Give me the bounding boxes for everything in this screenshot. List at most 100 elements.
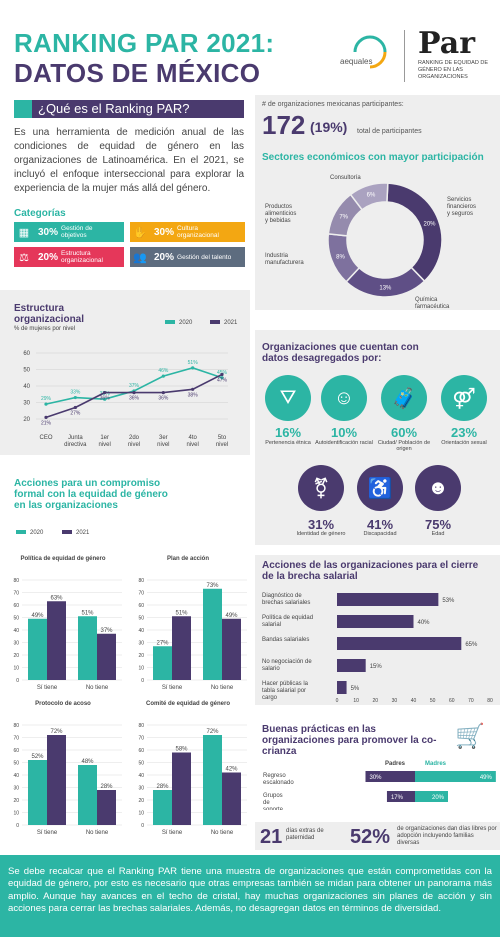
y-tick-label: 40 — [13, 773, 19, 779]
bar-value-label: 72% — [50, 729, 63, 735]
data-point — [161, 391, 165, 395]
category-label: brechas salariales — [262, 600, 310, 606]
category-label: Diagnóstico de — [262, 593, 302, 599]
bar-value-label: 15% — [370, 664, 383, 670]
y-tick-label: 60 — [13, 603, 19, 609]
intro-paragraph: Es una herramienta de medición anual de … — [14, 127, 244, 194]
y-tick-label: 60 — [13, 748, 19, 754]
legend-label: 2021 — [76, 530, 90, 536]
y-tick-label: 80 — [138, 723, 144, 729]
disaggregated-label: Discapacidad — [363, 531, 397, 537]
bar — [337, 637, 462, 650]
disaggregated-pct: 41% — [366, 517, 394, 532]
donut-value-label: 13% — [379, 285, 392, 291]
footer-text: Se debe recalcar que el Ranking PAR tien… — [8, 866, 492, 915]
y-tick-label: 20 — [138, 653, 144, 659]
bar-value-label: 49% — [225, 613, 238, 619]
y-tick-label: 40 — [13, 628, 19, 634]
x-tick-label: nivel — [128, 442, 140, 448]
x-tick-label: No tiene — [86, 685, 109, 691]
data-label: 21% — [41, 420, 52, 426]
structure-subtitle: % de mujeres por nivel — [14, 326, 76, 332]
elderly-icon: ☻ — [415, 465, 461, 511]
category-label: Gestión de objetivos — [61, 225, 93, 239]
bar — [337, 659, 366, 672]
y-tick-label: 10 — [13, 666, 19, 672]
data-point — [220, 376, 224, 380]
disaggregated-pct: 31% — [307, 517, 335, 532]
sector-label-quimica: Química farmacéutica — [415, 297, 450, 310]
x-tick-label: Sí tiene — [162, 830, 183, 836]
donut-value-label: 8% — [336, 255, 345, 261]
bar-padres — [386, 791, 415, 802]
x-tick-label: 80 — [487, 698, 493, 704]
bar — [203, 735, 222, 825]
bar-value-label: 51% — [81, 610, 94, 616]
sectors-title: Sectores económicos con mayor participac… — [262, 152, 484, 163]
par-logo: Par — [418, 26, 475, 61]
y-tick-label: 10 — [13, 811, 19, 817]
disaggregated-pct: 23% — [450, 425, 478, 440]
sector-label-industria: Industria manufacturera — [265, 253, 304, 266]
participants-label: # de organizaciones mexicanas participan… — [262, 101, 404, 108]
x-tick-label: 50 — [430, 698, 436, 704]
category-label: Estructura organizacional — [61, 250, 103, 264]
disaggregated-label: Edad — [431, 531, 445, 537]
legend-swatch — [165, 320, 175, 324]
commitment-title: Acciones para un compromiso formal con l… — [14, 478, 168, 511]
donut-value-label: 20% — [423, 221, 436, 227]
bar — [153, 646, 172, 680]
legend-swatch — [210, 320, 220, 324]
bar — [97, 790, 116, 825]
x-tick-label: 1er — [100, 435, 109, 441]
x-tick-label: CEO — [39, 435, 52, 441]
series-label: Padres — [385, 761, 406, 767]
category-label: soporte — [263, 807, 284, 810]
aequales-logo-icon — [353, 35, 387, 69]
disaggregated-pct: 60% — [390, 425, 418, 440]
bar-chart-plan: Plan de acción 0 10 20 30 40 50 60 70 80 27% 51% Sí … — [138, 556, 247, 691]
bar — [153, 790, 172, 825]
y-tick-label: 70 — [138, 591, 144, 597]
bar — [78, 765, 97, 825]
structure-title: Estructura organizacional — [14, 303, 85, 325]
coparenting-stats-panel — [255, 822, 500, 850]
sector-label-servicios: Servicios financieros y seguros — [447, 197, 476, 217]
y-tick-label: 70 — [13, 591, 19, 597]
footer-band — [0, 855, 500, 937]
sector-label-productos: Productos alimenticios y bebidas — [265, 204, 296, 224]
bar-value-label: 17% — [391, 795, 404, 801]
bar-padres — [365, 771, 415, 782]
category-label: cargo — [262, 695, 278, 701]
participants-count: 172 — [262, 110, 306, 140]
aequales-label: aequales — [340, 57, 373, 66]
y-tick-label: 60 — [23, 351, 30, 357]
what-is-bar — [14, 100, 244, 118]
bar — [47, 735, 66, 825]
x-tick-label: 2do — [129, 435, 140, 441]
data-point — [161, 374, 165, 378]
y-tick-label: 80 — [13, 578, 19, 584]
legend-swatch — [62, 530, 72, 534]
gap-title: Acciones de las organizaciones para el c… — [262, 560, 479, 582]
y-tick-label: 80 — [13, 723, 19, 729]
y-tick-label: 0 — [141, 678, 144, 684]
legend-swatch — [16, 530, 26, 534]
legend-label: 2020 — [179, 320, 193, 326]
x-tick-label: Sí tiene — [162, 685, 183, 691]
data-label: 36% — [100, 396, 111, 402]
bar — [222, 772, 241, 825]
y-tick-label: 30 — [13, 786, 19, 792]
x-tick-label: Sí tiene — [37, 685, 58, 691]
data-label: 32% — [100, 391, 111, 397]
y-tick-label: 0 — [16, 823, 19, 829]
category-label: Grupos — [263, 793, 283, 799]
bar — [203, 588, 222, 680]
x-tick-label: 4to — [188, 435, 197, 441]
bar-value-label: 73% — [206, 583, 219, 589]
y-tick-label: 40 — [23, 384, 30, 390]
category-label: de — [263, 800, 270, 806]
